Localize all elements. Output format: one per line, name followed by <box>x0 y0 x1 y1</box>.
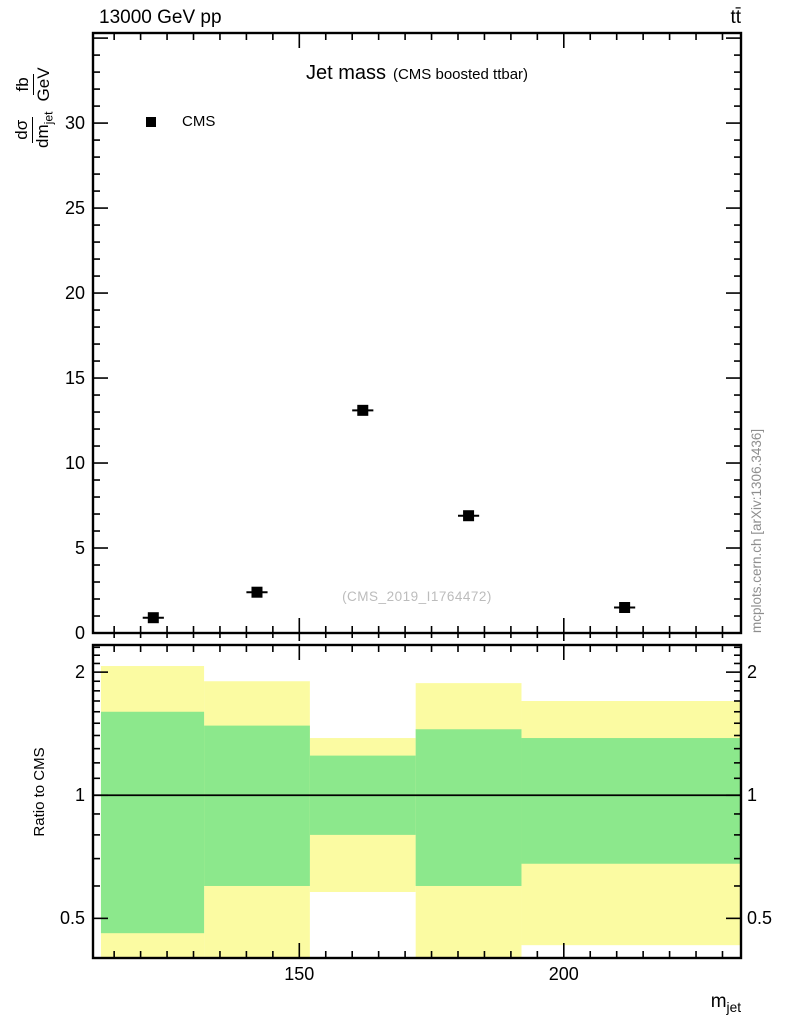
fraction-numerator: fb <box>13 74 34 95</box>
fb-gev-fraction: fb GeV <box>13 67 53 101</box>
ratio-y-tick-label-left: 1 <box>74 785 85 806</box>
y-axis-tick-label: 30 <box>64 113 85 134</box>
axis-ticks-layer <box>93 33 741 958</box>
data-point-marker <box>619 602 631 614</box>
inner-uncertainty-band <box>415 729 522 886</box>
data-point-marker <box>357 404 369 416</box>
ratio-y-tick-label-right: 1 <box>747 785 758 806</box>
inner-uncertainty-band <box>521 738 741 864</box>
plot-title: Jet mass <box>305 62 386 84</box>
fraction-numerator: dσ <box>12 116 33 143</box>
data-points-layer <box>142 404 636 624</box>
y-axis-label-main: dσ dmjet fb GeV <box>12 67 55 148</box>
ratio-bands-layer <box>100 666 741 958</box>
fraction-denominator: GeV <box>34 67 53 102</box>
inner-uncertainty-band <box>100 711 205 934</box>
data-point-marker <box>147 612 159 624</box>
legend-label: CMS <box>182 113 216 130</box>
filled-square-marker-icon <box>146 116 156 127</box>
y-axis-tick-label: 25 <box>64 198 85 219</box>
plot-title-row: Jet mass (CMS boosted ttbar) <box>93 62 741 85</box>
data-point-marker <box>463 510 475 522</box>
analysis-watermark: (CMS_2019_I1764472) <box>342 589 492 604</box>
beam-energy-label: 13000 GeV pp <box>99 7 222 28</box>
x-axis-tick-label: 150 <box>284 964 315 984</box>
mcplots-side-note: mcplots.cern.ch [arXiv:1306.3436] <box>749 428 764 633</box>
main-panel-frame <box>91 31 743 635</box>
ratio-y-tick-label-left: 0.5 <box>59 908 85 929</box>
y-axis-tick-label: 20 <box>64 283 85 304</box>
y-axis-tick-label: 0 <box>74 623 85 643</box>
ratio-y-tick-label-right: 0.5 <box>747 908 773 929</box>
inner-uncertainty-band <box>204 725 310 886</box>
y-axis-tick-label: 15 <box>64 368 85 389</box>
y-axis-tick-label: 5 <box>74 538 85 558</box>
ratio-panel-frame <box>91 643 743 960</box>
process-label: tt̄ <box>730 7 741 28</box>
legend: CMS <box>146 113 215 130</box>
y-axis-tick-label: 10 <box>64 453 85 474</box>
x-axis-tick-label: 200 <box>548 964 579 984</box>
data-point-marker <box>251 586 263 598</box>
x-axis-label: mjet <box>710 991 741 1015</box>
plot-subtitle: (CMS boosted ttbar) <box>392 66 529 83</box>
ratio-y-tick-label-left: 2 <box>74 662 85 683</box>
ratio-y-tick-label-right: 2 <box>747 662 758 683</box>
